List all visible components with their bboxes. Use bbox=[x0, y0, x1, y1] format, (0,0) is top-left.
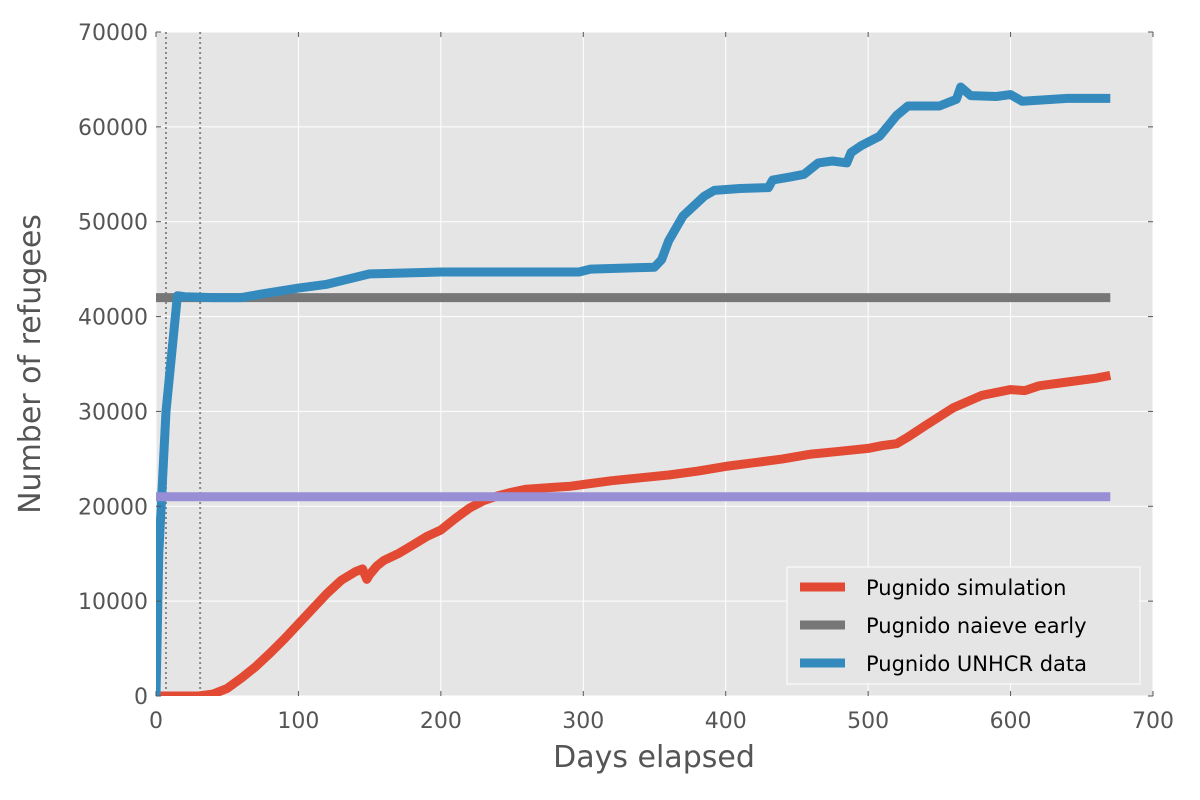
y-tick-label: 20000 bbox=[78, 495, 148, 520]
legend-entry-label: Pugnido naieve early bbox=[866, 614, 1087, 638]
x-tick-label: 400 bbox=[705, 709, 747, 734]
x-tick-label: 600 bbox=[990, 709, 1032, 734]
x-tick-label: 300 bbox=[562, 709, 604, 734]
y-tick-label: 0 bbox=[134, 685, 148, 710]
x-tick-label: 700 bbox=[1132, 709, 1174, 734]
y-tick-label: 10000 bbox=[78, 590, 148, 615]
y-tick-label: 60000 bbox=[78, 116, 148, 141]
y-tick-label: 70000 bbox=[78, 21, 148, 46]
legend-entry-label: Pugnido simulation bbox=[866, 576, 1066, 600]
legend-entry-label: Pugnido UNHCR data bbox=[866, 652, 1087, 676]
x-tick-label: 0 bbox=[149, 709, 163, 734]
y-tick-label: 30000 bbox=[78, 400, 148, 425]
y-axis-label: Number of refugees bbox=[13, 214, 48, 514]
x-tick-label: 500 bbox=[847, 709, 889, 734]
legend: Pugnido simulation Pugnido naieve early Pu… bbox=[787, 567, 1140, 684]
y-tick-label: 40000 bbox=[78, 306, 148, 331]
x-tick-label: 200 bbox=[420, 709, 462, 734]
x-tick-label: 100 bbox=[277, 709, 319, 734]
x-axis-label: Days elapsed bbox=[553, 740, 755, 775]
y-tick-label: 50000 bbox=[78, 211, 148, 236]
